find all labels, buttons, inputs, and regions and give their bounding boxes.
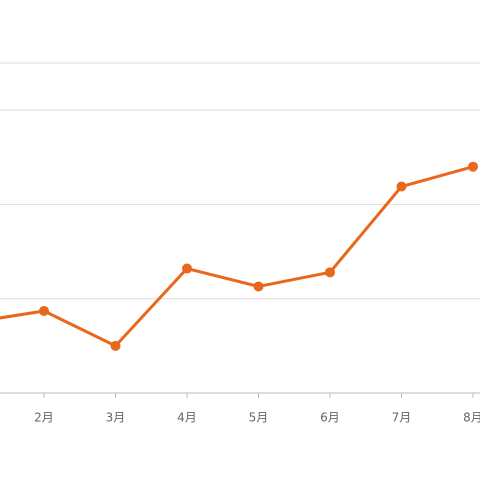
point xyxy=(253,281,264,292)
x-tick-label: 7月 xyxy=(392,411,412,425)
point xyxy=(325,267,335,278)
point xyxy=(39,305,49,316)
x-tick-label: 4月 xyxy=(177,411,197,425)
point xyxy=(110,340,121,351)
x-tick-label: 6月 xyxy=(320,411,340,425)
x-tick-label: 5月 xyxy=(249,411,269,425)
line xyxy=(0,165,474,348)
point xyxy=(396,181,407,192)
x-tick-label: 3月 xyxy=(106,411,126,425)
x-tick-label: 2月 xyxy=(34,411,54,425)
point xyxy=(182,263,192,274)
point xyxy=(468,161,478,172)
x-tick-label: 8月 xyxy=(463,411,480,425)
